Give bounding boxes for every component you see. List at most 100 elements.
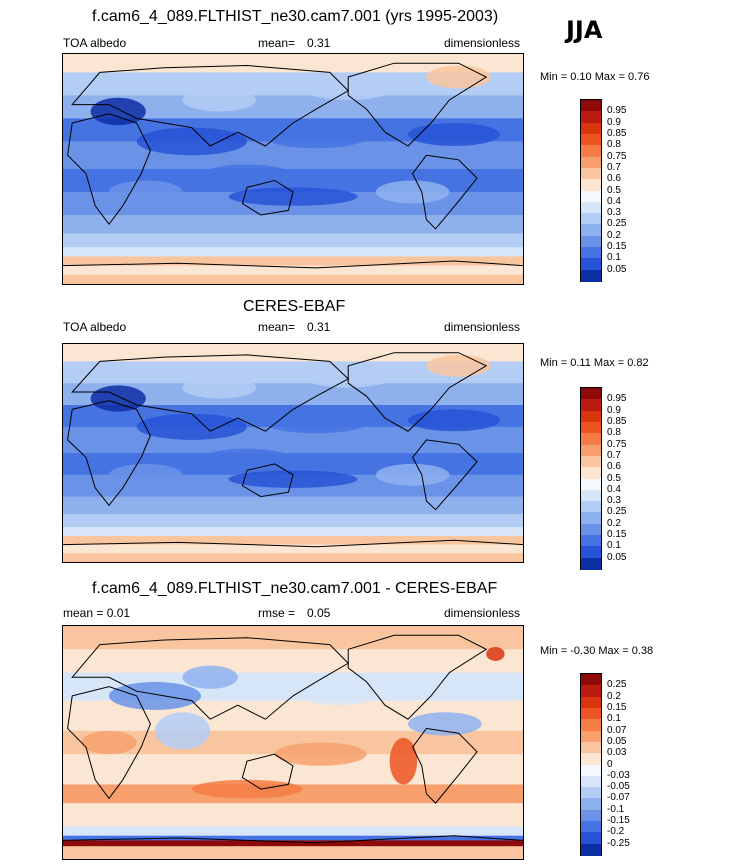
field-contour <box>81 730 137 755</box>
panel-1-units: dimensionless <box>444 36 521 50</box>
colorbar-level-label: 0.25 <box>607 679 627 691</box>
latitude-band <box>63 233 523 249</box>
map-field <box>63 344 523 562</box>
colorbar-segment <box>581 478 601 491</box>
colorbar-level-label: 0.15 <box>607 701 627 713</box>
panel-1-title: f.cam6_4_089.FLTHIST_ne30.cam7.001 (yrs … <box>92 8 499 25</box>
colorbar-segment <box>581 467 601 479</box>
latitude-band <box>63 54 523 74</box>
coastline <box>67 113 151 226</box>
panel-2-title: CERES-EBAF <box>243 298 346 315</box>
colorbar-level-label: 0.25 <box>607 506 627 518</box>
colorbar-level-label: 0.1 <box>607 713 621 725</box>
field-contour <box>191 779 303 799</box>
latitude-band <box>63 846 523 859</box>
colorbar-segment <box>581 133 601 146</box>
field-contour <box>182 88 257 112</box>
field-contour <box>109 463 183 486</box>
latitude-band <box>63 840 523 848</box>
colorbar-segment <box>581 433 601 446</box>
latitude-band <box>63 361 523 385</box>
field-contour <box>155 712 211 750</box>
colorbar-level-label: 0.15 <box>607 529 627 541</box>
panel-1-colorbar: 0.95 0.9 0.85 0.8 0.75 0.7 0.6 0.5 0.4 0.3 0.25 0.2… <box>580 99 626 282</box>
latitude-band <box>63 256 523 267</box>
colorbar-level-label: -0.03 <box>607 769 630 781</box>
colorbar-level-label: 0.15 <box>607 241 627 253</box>
colorbar-segment <box>581 535 601 547</box>
colorbar-segment <box>581 546 601 559</box>
colorbar-segment <box>581 388 601 400</box>
field-contour <box>109 180 183 204</box>
colorbar-segment <box>581 787 601 799</box>
panel-3-mean: mean = 0.01 <box>63 606 131 620</box>
panel-3-title: f.cam6_4_089.FLTHIST_ne30.cam7.001 - CER… <box>92 580 498 597</box>
field-contour <box>408 712 482 736</box>
coastline <box>67 400 151 507</box>
colorbar-level-label: 0.1 <box>607 252 621 264</box>
latitude-band <box>63 274 523 284</box>
field-contour <box>375 180 450 204</box>
coastline <box>71 637 350 720</box>
colorbar-segment <box>581 798 601 811</box>
colorbar-level-label: -0.07 <box>607 792 630 804</box>
colorbar-segment <box>581 557 601 570</box>
colorbar-segment <box>581 111 601 124</box>
colorbar-segment <box>581 764 601 777</box>
field-contour <box>274 742 367 766</box>
latitude-band <box>63 803 523 828</box>
panel-1-mean-value: 0.31 <box>307 36 331 50</box>
colorbar-level-label: 0.25 <box>607 218 627 230</box>
panel-1-variable-label: TOA albedo <box>63 36 127 50</box>
panel-2-units: dimensionless <box>444 320 521 334</box>
colorbar-segment <box>581 809 601 822</box>
coastline <box>241 179 294 216</box>
field-contour <box>136 413 247 440</box>
colorbar-segment <box>581 269 601 282</box>
coastline <box>241 753 294 790</box>
colorbar-segment <box>581 455 601 468</box>
colorbar-segment <box>581 832 601 845</box>
field-contour <box>136 127 247 156</box>
colorbar-segment <box>581 224 601 237</box>
colorbar-segment <box>581 444 601 457</box>
colorbar-level-label: 0.85 <box>607 127 627 139</box>
colorbar-level-label: 0 <box>607 758 613 770</box>
colorbar-level-label: 0.75 <box>607 150 627 162</box>
latitude-band <box>63 553 523 562</box>
field-contour <box>109 681 201 710</box>
latitude-band <box>63 535 523 546</box>
panel-3-map <box>62 625 524 860</box>
panel-1-minmax: Min = 0.10 Max = 0.76 <box>540 71 650 83</box>
field-contour <box>182 665 238 689</box>
field-contour <box>260 407 372 434</box>
colorbar-level-label: 0.07 <box>607 724 627 736</box>
colorbar-segment <box>581 843 601 856</box>
colorbar-segment <box>581 201 601 214</box>
colorbar-segment <box>581 156 601 169</box>
colorbar-level-label: 0.85 <box>607 415 627 427</box>
coastline <box>63 539 523 548</box>
field-contour <box>228 470 358 488</box>
latitude-band <box>63 826 523 837</box>
latitude-band <box>63 784 523 805</box>
panel-3-units: dimensionless <box>444 606 521 620</box>
colorbar-segment <box>581 190 601 203</box>
panel-3-rmse-label: rmse = <box>258 606 296 620</box>
coastline <box>347 352 488 432</box>
colorbar-level-label: 0.6 <box>607 461 621 473</box>
latitude-band <box>63 247 523 258</box>
season-label: JJA <box>566 16 603 44</box>
colorbar-level-label: 0.03 <box>607 747 627 759</box>
colorbar-level-label: 0.2 <box>607 229 621 241</box>
panel-2-mean-value: 0.31 <box>307 320 331 334</box>
coastline <box>412 154 478 230</box>
colorbar-level-label: 0.8 <box>607 139 621 151</box>
colorbar-level-label: 0.9 <box>607 404 621 416</box>
coastline <box>67 686 151 800</box>
field-contour <box>260 120 372 149</box>
colorbar-segment <box>581 719 601 732</box>
colorbar-segment <box>581 421 601 434</box>
latitude-band <box>63 265 523 276</box>
colorbar-segment <box>581 213 601 225</box>
